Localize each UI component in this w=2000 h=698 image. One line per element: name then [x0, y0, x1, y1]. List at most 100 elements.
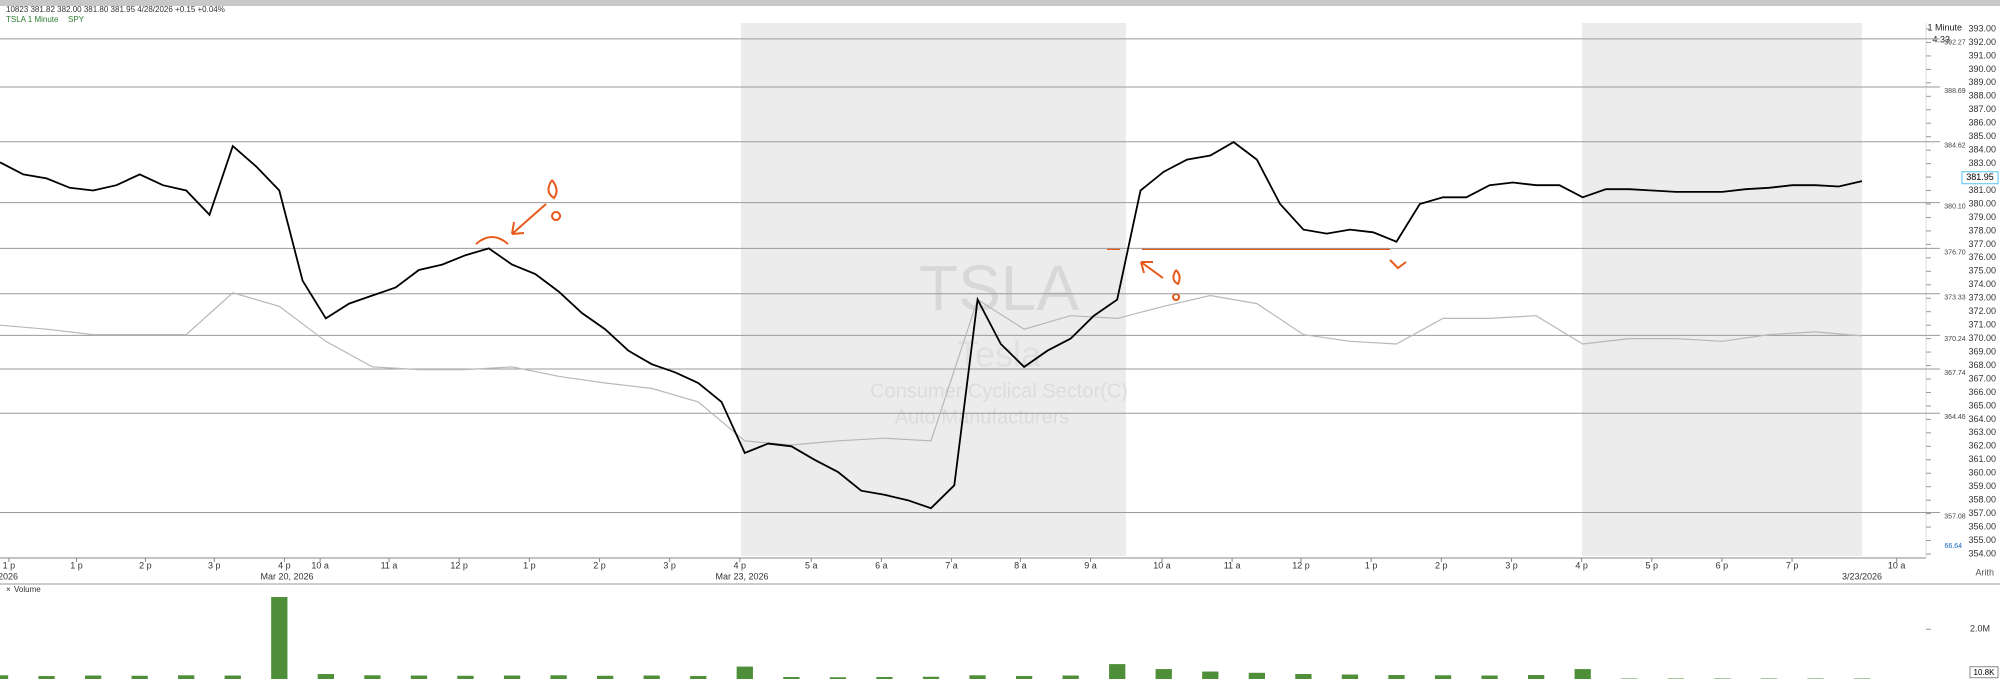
volume-bar	[1341, 674, 1359, 679]
y-tick-label: 381.00	[1968, 185, 1996, 195]
x-tick-label: 12 p	[450, 560, 468, 570]
scale-mode[interactable]: Arith	[1975, 567, 1994, 577]
y-tick-label: 386.00	[1968, 118, 1996, 128]
y-tick-label: 358.00	[1968, 495, 1996, 505]
x-tick-label: 2 p	[139, 560, 152, 570]
x-tick-label: 9 a	[1084, 560, 1097, 570]
y-tick-label: 359.00	[1968, 481, 1996, 491]
x-tick-label: 1 p	[523, 560, 536, 570]
watermark-sector: Consumer Cyclical Sector(C)	[870, 380, 1128, 402]
y-tick-label: 378.00	[1968, 225, 1996, 235]
volume-bar	[0, 675, 9, 679]
y-tick-label: 355.00	[1968, 535, 1996, 545]
x-tick-label: 1 p	[1365, 560, 1378, 570]
y-tick-label: 383.00	[1968, 158, 1996, 168]
date-label: Mar 23, 2026	[715, 571, 768, 581]
y-tick-label: 372.00	[1968, 306, 1996, 316]
volume-bar	[550, 675, 567, 679]
annotations	[475, 179, 1407, 301]
y-tick-label: 374.00	[1968, 279, 1996, 289]
level-label: 357.08	[1944, 513, 1966, 520]
x-tick-label: 4 p	[734, 560, 747, 570]
volume-tick-label: 2.0M	[1970, 624, 1990, 634]
y-tick-label: 390.00	[1968, 64, 1996, 74]
x-tick-label: 3 p	[1505, 560, 1518, 570]
volume-title[interactable]: Volume	[14, 585, 41, 594]
y-tick-label: 369.00	[1968, 346, 1996, 356]
symbol[interactable]: TSLA 1 Minute	[6, 15, 59, 24]
volume-bar	[457, 675, 474, 679]
x-tick-label: 3 p	[663, 560, 676, 570]
after-hours-shade	[1582, 23, 1862, 556]
level-label: 384.62	[1944, 143, 1966, 150]
x-tick-label: 2 p	[593, 560, 606, 570]
level-label: 380.10	[1944, 203, 1966, 210]
date-label: 3/23/2026	[1842, 571, 1882, 581]
volume-bar	[876, 677, 893, 679]
volume-bar	[690, 676, 707, 679]
volume-bar	[1015, 676, 1033, 679]
volume-bar	[410, 675, 428, 679]
y-tick-label: 375.00	[1968, 266, 1996, 276]
compare-symbol[interactable]: SPY	[68, 15, 85, 24]
volume-bar	[597, 675, 614, 679]
watermark-ticker: TSLA	[919, 252, 1079, 324]
x-tick-label: 12 p	[1292, 560, 1310, 570]
y-tick-label: 364.00	[1968, 414, 1996, 424]
close-icon[interactable]: ×	[6, 585, 11, 594]
x-tick-label: 6 a	[875, 560, 888, 570]
top-bar	[0, 0, 2000, 6]
quote-line: 10823 381.82 382.00 381.80 381.95 4/28/2…	[6, 5, 225, 14]
volume-bar	[1202, 671, 1219, 679]
x-tick-label: 7 p	[1786, 560, 1799, 570]
note-label: 66.64	[1944, 543, 1962, 550]
y-tick-label: 354.00	[1968, 548, 1996, 558]
volume-bar	[224, 675, 241, 679]
y-tick-label: 357.00	[1968, 508, 1996, 518]
volume-bar	[1434, 675, 1452, 679]
volume-bar	[131, 675, 148, 679]
volume-bar	[317, 674, 334, 679]
partial-label: 4.33	[1932, 34, 1950, 44]
y-tick-label: 368.00	[1968, 360, 1996, 370]
x-tick-label: 5 p	[1646, 560, 1659, 570]
date-label: Mar 20, 2026	[260, 571, 313, 581]
volume-bar	[1481, 675, 1498, 679]
volume-bar	[1248, 672, 1265, 679]
y-tick-label: 388.00	[1968, 91, 1996, 101]
level-label: 376.70	[1944, 249, 1966, 256]
volume-bar	[1062, 675, 1079, 679]
check-annotation	[1389, 259, 1407, 270]
y-tick-label: 377.00	[1968, 239, 1996, 249]
x-tick-label: 11 a	[1224, 560, 1241, 570]
y-tick-label: 391.00	[1968, 50, 1996, 60]
arc-annotation	[475, 236, 509, 245]
last-price-label: 381.95	[1966, 172, 1994, 182]
x-tick-label: 4 p	[278, 560, 291, 570]
arrow-annotation	[511, 203, 547, 235]
price-line	[0, 141, 1863, 510]
y-tick-label: 392.00	[1968, 37, 1996, 47]
x-tick-label: 5 a	[805, 560, 818, 570]
volume-bar	[736, 666, 753, 679]
volume-bar	[1295, 674, 1312, 679]
x-tick-label: 4 p	[1575, 560, 1588, 570]
volume-bar	[178, 675, 195, 679]
y-tick-label: 360.00	[1968, 468, 1996, 478]
x-tick-label: 7 a	[945, 560, 958, 570]
arrow-annotation	[1140, 261, 1164, 279]
y-tick-label: 376.00	[1968, 252, 1996, 262]
volume-bar	[1388, 675, 1405, 679]
level-label: 370.24	[1944, 336, 1966, 343]
y-tick-label: 363.00	[1968, 427, 1996, 437]
interval: 1 Minute	[1927, 22, 1962, 32]
volume-bar	[922, 676, 940, 679]
volume-bar	[1574, 669, 1591, 679]
y-tick-label: 366.00	[1968, 387, 1996, 397]
x-tick-label: 6 p	[1716, 560, 1729, 570]
x-tick-label: 1 p	[70, 560, 83, 570]
date-label: 2026	[0, 571, 18, 581]
y-tick-label: 389.00	[1968, 77, 1996, 87]
